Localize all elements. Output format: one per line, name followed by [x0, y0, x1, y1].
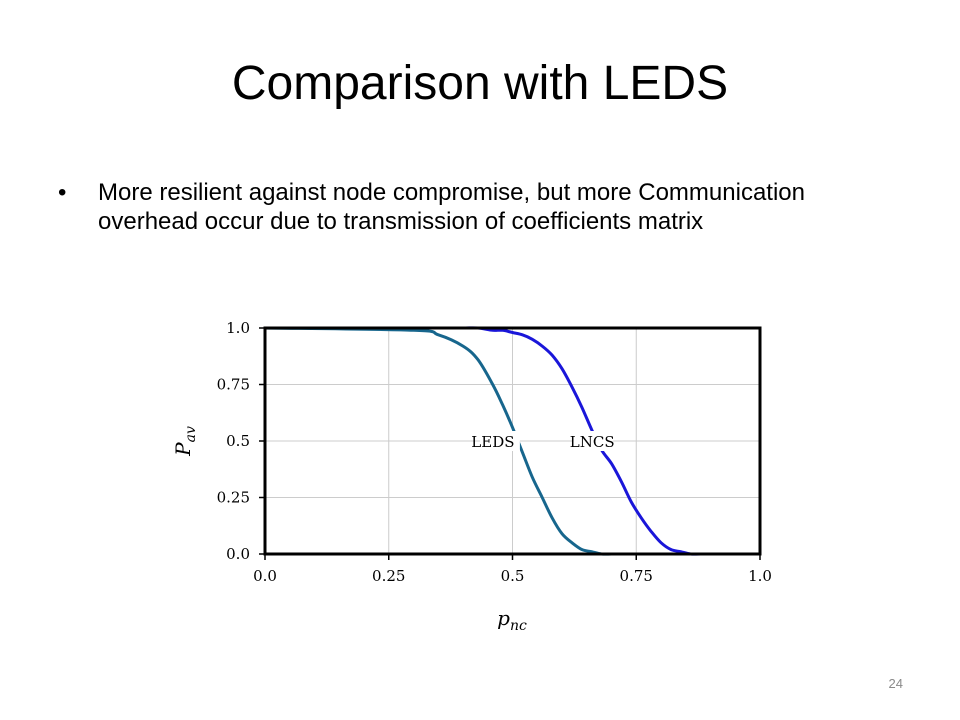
- y-tick-label: 0.5: [226, 432, 250, 450]
- chart-ticks: [259, 327, 761, 560]
- series-label-leds: LEDS: [471, 433, 514, 451]
- slide-title: Comparison with LEDS: [231, 57, 729, 110]
- series-label-bg: [573, 431, 614, 451]
- y-tick-label: 0.0: [226, 545, 250, 563]
- bullet-list: • More resilient against node compromise…: [56, 178, 876, 236]
- y-tick-label: 0.25: [217, 489, 250, 507]
- series-label-bg: [479, 431, 520, 451]
- bullet-dot-icon: •: [58, 179, 67, 206]
- x-tick-label: 0.0: [253, 567, 277, 585]
- x-tick-label: 0.25: [372, 567, 405, 585]
- y-tick-label: 1.0: [226, 319, 250, 337]
- x-tick-label: 0.75: [620, 567, 653, 585]
- x-tick-label: 0.5: [501, 567, 525, 585]
- page-number: 24: [888, 676, 903, 691]
- y-tick-label: 0.75: [217, 376, 250, 394]
- x-tick-label: 1.0: [748, 567, 772, 585]
- x-axis-label: pnc: [497, 606, 527, 634]
- y-axis-label: Pav: [171, 426, 199, 457]
- chart-labels: 0.0 0.25 0.5 0.75 1.0 0.0 0.25 0.5 0.75 1.0 LEDS LN…: [217, 319, 772, 585]
- bullet-item: • More resilient against node compromise…: [56, 178, 876, 236]
- series-label-lncs: LNCS: [570, 433, 615, 451]
- bullet-text: More resilient against node compromise, …: [98, 179, 805, 235]
